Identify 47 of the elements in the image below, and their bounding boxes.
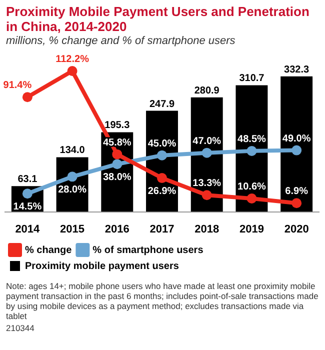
legend-label: Proximity mobile payment users [25, 260, 180, 272]
point [202, 190, 212, 200]
point [22, 92, 32, 102]
data-label: 38.0% [102, 172, 132, 184]
data-label: 247.9 [149, 98, 175, 110]
chart-subtitle: millions, % change and % of smartphone users [6, 35, 236, 47]
data-label: 6.9% [285, 186, 308, 198]
data-label: 195.3 [104, 120, 130, 132]
data-label: 14.5% [13, 202, 42, 213]
x-tick-label: 2020 [284, 223, 309, 236]
point [202, 148, 212, 158]
data-label: 112.2% [56, 54, 90, 65]
data-label: 280.9 [194, 85, 220, 96]
point [112, 159, 122, 170]
point [157, 173, 167, 184]
legend-label: % change [25, 244, 72, 256]
data-label: 332.3 [284, 64, 310, 76]
x-tick-label: 2014 [15, 223, 41, 236]
data-label: 45.0% [148, 138, 176, 150]
x-tick-label: 2018 [194, 223, 220, 236]
x-tick-label: 2015 [60, 223, 85, 236]
point [67, 172, 78, 182]
chart-title: Proximity Mobile Payment Users and Penetration in China, 2014-2020 [6, 4, 310, 34]
text: 210344 [6, 323, 36, 333]
x-tick-label: 2017 [150, 223, 174, 236]
point [67, 66, 78, 76]
x-tick-label: 2019 [239, 223, 264, 236]
data-label: 91.4% [3, 80, 32, 92]
point [112, 149, 122, 160]
data-label: 47.0% [192, 136, 222, 147]
data-label: 28.0% [58, 184, 87, 196]
point [157, 150, 167, 160]
point [246, 194, 257, 204]
point [246, 146, 257, 156]
data-label: 310.7 [239, 73, 265, 84]
data-label: 48.5% [238, 134, 266, 145]
data-label: 10.6% [238, 182, 266, 192]
x-tick-label: 2016 [104, 223, 130, 236]
point [292, 198, 302, 208]
data-label: 134.0 [60, 145, 86, 156]
data-label: 63.1 [18, 174, 38, 186]
data-label: 13.3% [192, 178, 222, 190]
legend-label: % of smartphone users [92, 244, 204, 256]
data-label: 49.0% [282, 133, 311, 144]
text: Note: ages 14+; mobile phone users who have made at least one proximity mobile payment transaction in the past 6 months; includes point-of-sale transactions made by using mobile devices as a payment method; excludes transactions made via tablet [6, 281, 319, 321]
point [292, 145, 302, 156]
data-label: 26.9% [148, 186, 176, 198]
